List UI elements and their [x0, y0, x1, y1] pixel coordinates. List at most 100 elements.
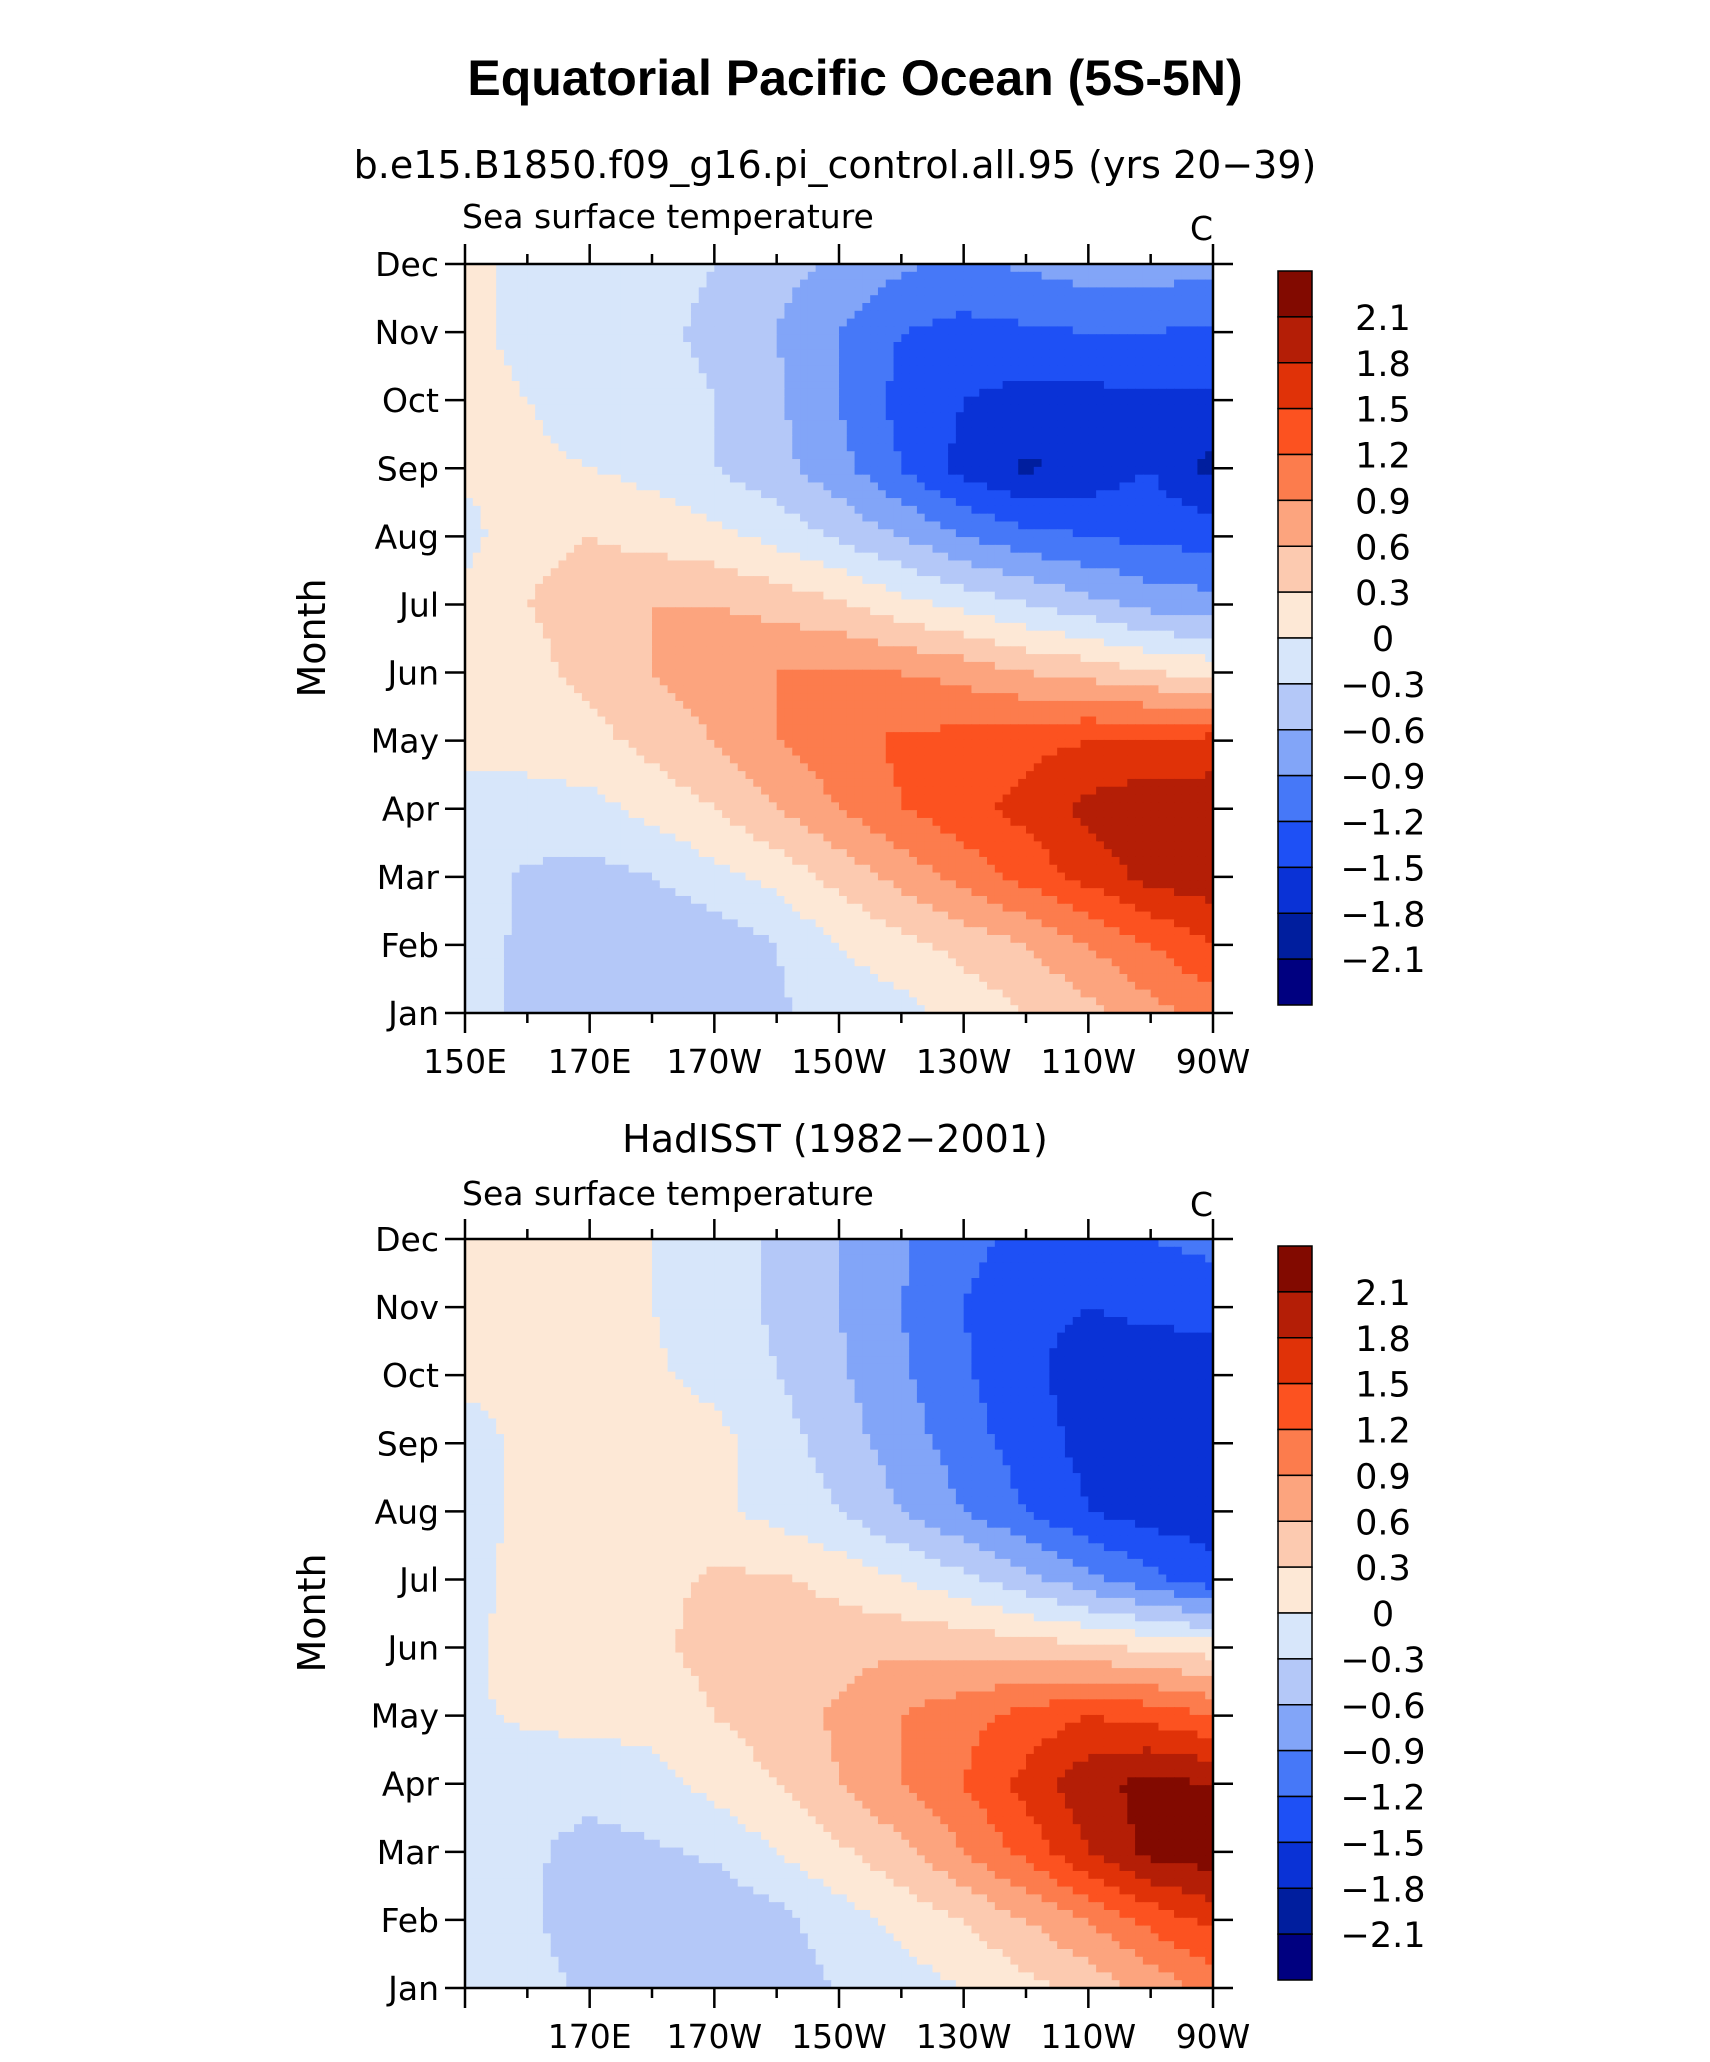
contour-cell — [831, 654, 840, 663]
contour-cell — [823, 521, 832, 530]
contour-cell — [644, 279, 653, 288]
contour-cell — [667, 544, 676, 554]
contour-cell — [519, 474, 528, 484]
contour-cell — [1174, 334, 1183, 343]
contour-cell — [589, 583, 599, 593]
contour-cell — [496, 303, 505, 312]
contour-cell — [994, 576, 1004, 585]
contour-cell — [979, 591, 988, 601]
contour-cell — [550, 318, 560, 328]
contour-cell — [792, 513, 801, 523]
contour-cell — [519, 357, 528, 367]
contour-cell — [550, 505, 560, 515]
contour-cell — [636, 381, 645, 390]
contour-cell — [465, 591, 474, 601]
contour-cell — [1002, 661, 1012, 671]
contour-cell — [722, 537, 731, 546]
contour-cell — [745, 560, 754, 569]
contour-cell — [893, 466, 902, 476]
contour-cell — [1033, 552, 1043, 562]
contour-cell — [994, 521, 1004, 530]
contour-cell — [628, 435, 638, 445]
contour-cell — [667, 490, 676, 499]
contour-cell — [823, 381, 832, 390]
contour-cell — [597, 490, 606, 499]
contour-cell — [488, 537, 497, 546]
contour-cell — [698, 474, 708, 484]
contour-cell — [698, 607, 708, 616]
contour-cell — [776, 459, 786, 468]
contour-cell — [1072, 303, 1082, 312]
contour-cell — [846, 365, 856, 374]
contour-cell — [1135, 381, 1144, 390]
contour-cell — [1205, 638, 1214, 647]
contour-cell — [1166, 544, 1175, 554]
contour-cell — [909, 646, 918, 655]
contour-cell — [745, 334, 754, 343]
contour-cell — [597, 466, 606, 476]
contour-cell — [792, 427, 801, 437]
contour-cell — [581, 295, 591, 304]
contour-cell — [1049, 303, 1058, 312]
contour-cell — [511, 264, 521, 273]
contour-cell — [1119, 646, 1128, 655]
contour-cell — [862, 334, 871, 343]
contour-cell — [1010, 318, 1019, 328]
contour-cell — [597, 373, 606, 382]
contour-cell — [815, 271, 825, 281]
contour-cell — [909, 295, 918, 304]
contour-cell — [1127, 404, 1136, 413]
contour-cell — [1150, 279, 1160, 288]
contour-cell — [1072, 466, 1082, 476]
contour-cell — [1189, 498, 1199, 507]
contour-cell — [831, 544, 840, 554]
contour-cell — [839, 638, 848, 647]
contour-cell — [800, 334, 809, 343]
contour-cell — [644, 537, 653, 546]
contour-cell — [932, 420, 941, 429]
contour-cell — [1096, 513, 1105, 523]
contour-cell — [994, 474, 1004, 484]
contour-cell — [496, 505, 505, 515]
contour-cell — [1181, 381, 1191, 390]
contour-cell — [971, 310, 980, 320]
contour-cell — [916, 264, 926, 273]
contour-cell — [550, 544, 560, 554]
contour-cell — [1111, 654, 1121, 663]
contour-cell — [854, 630, 863, 640]
contour-cell — [690, 466, 700, 476]
contour-cell — [1119, 318, 1128, 328]
contour-cell — [877, 591, 887, 601]
contour-cell — [1119, 342, 1128, 351]
contour-cell — [1119, 303, 1128, 312]
contour-cell — [714, 615, 723, 624]
contour-cell — [1018, 279, 1027, 288]
contour-cell — [753, 279, 762, 288]
contour-cell — [542, 498, 552, 507]
contour-cell — [519, 451, 528, 460]
contour-cell — [1127, 396, 1136, 406]
contour-cell — [924, 264, 934, 273]
contour-cell — [932, 271, 941, 281]
contour-cell — [527, 646, 536, 655]
contour-cell — [542, 521, 552, 530]
contour-cell — [1181, 435, 1191, 445]
contour-cell — [1166, 474, 1175, 484]
contour-cell — [566, 381, 575, 390]
contour-cell — [901, 279, 910, 288]
contour-cell — [1080, 334, 1089, 343]
contour-cell — [1026, 334, 1035, 343]
contour-cell — [722, 310, 731, 320]
contour-cell — [503, 264, 513, 273]
contour-cell — [979, 373, 988, 382]
contour-cell — [620, 420, 630, 429]
contour-cell — [1205, 264, 1214, 273]
contour-cell — [955, 576, 965, 585]
contour-cell — [581, 264, 591, 273]
contour-cell — [1057, 583, 1066, 593]
contour-cell — [839, 544, 848, 554]
contour-cell — [519, 646, 528, 655]
contour-cell — [1049, 427, 1058, 437]
contour-cell — [1111, 381, 1121, 390]
contour-cell — [1111, 310, 1121, 320]
